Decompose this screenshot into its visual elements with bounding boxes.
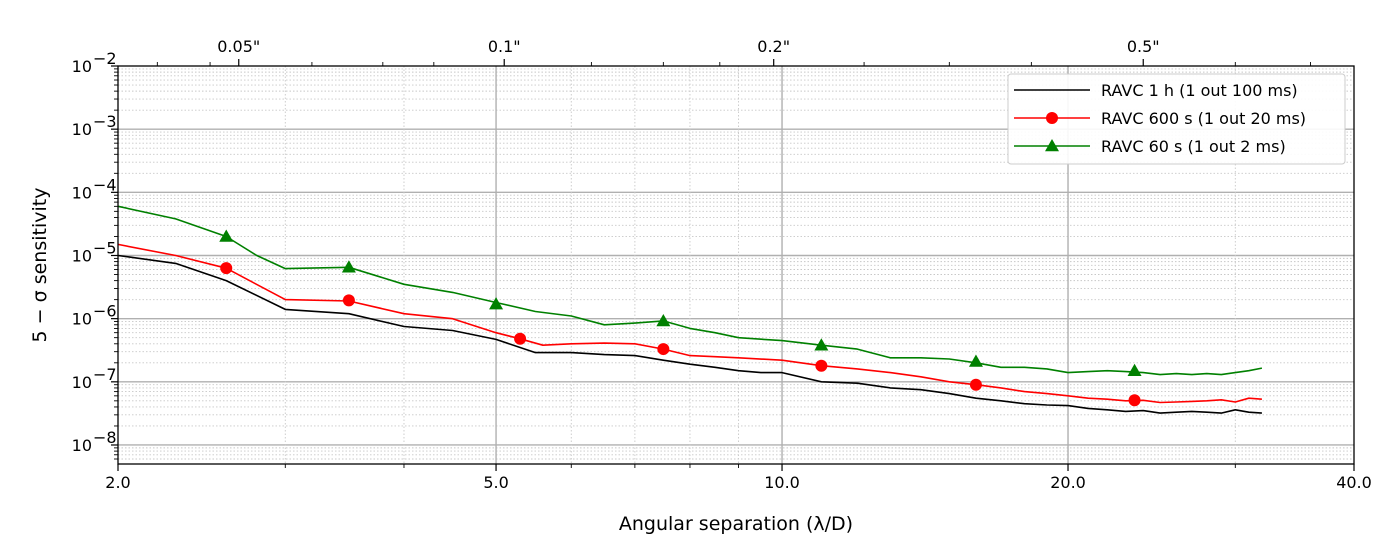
series-marker-2	[1128, 394, 1141, 407]
y-tick-label: 10	[72, 436, 92, 455]
y-tick-exponent: −6	[93, 302, 117, 321]
x-tick-label: 2.0	[105, 473, 130, 492]
legend-label-2: RAVC 600 s (1 out 20 ms)	[1101, 109, 1306, 128]
series-lines	[117, 205, 1263, 414]
top-axis-tick-label: 0.05"	[217, 37, 260, 56]
legend-box	[1007, 73, 1346, 165]
top-axis-tick-label: 0.2"	[757, 37, 790, 56]
legend-label-1: RAVC 1 h (1 out 100 ms)	[1101, 81, 1298, 100]
series-marker-3	[219, 229, 234, 242]
legend-label-3: RAVC 60 s (1 out 2 ms)	[1101, 137, 1286, 156]
series-marker-2	[514, 332, 527, 345]
series-line-1	[117, 254, 1262, 414]
series-marker-2	[342, 294, 355, 307]
y-tick-exponent: −4	[93, 175, 117, 194]
series-marker-2	[657, 343, 670, 356]
series-line-3	[117, 205, 1263, 376]
x-tick-label: 20.0	[1050, 473, 1086, 492]
series-line-2	[117, 243, 1262, 404]
x-axis-title: Angular separation (λ/D)	[619, 513, 853, 535]
y-tick-label: 10	[72, 183, 92, 202]
y-tick-exponent: −7	[93, 365, 117, 384]
x-tick-label: 5.0	[483, 473, 508, 492]
series-marker-3	[341, 260, 356, 273]
legend-marker-3	[1045, 139, 1059, 152]
y-tick-label: 10	[72, 246, 92, 265]
series-marker-2	[815, 359, 828, 372]
y-axis-title: 5 − σ sensitivity	[29, 188, 51, 343]
y-tick-label: 10	[72, 310, 92, 329]
series-marker-3	[656, 313, 671, 327]
y-tick-exponent: −3	[93, 112, 117, 131]
x-tick-label: 40.0	[1336, 473, 1372, 492]
top-axis-tick-label: 0.5"	[1127, 37, 1160, 56]
y-tick-exponent: −8	[93, 428, 117, 447]
y-tick-label: 10	[72, 120, 92, 139]
series-marker-3	[814, 338, 829, 351]
y-tick-label: 10	[72, 57, 92, 76]
series-marker-3	[968, 354, 983, 367]
y-tick-exponent: −5	[93, 238, 117, 257]
y-tick-exponent: −2	[93, 49, 117, 68]
series-marker-2	[969, 378, 982, 391]
y-tick-label: 10	[72, 373, 92, 392]
x-tick-label: 10.0	[764, 473, 800, 492]
legend: RAVC 1 h (1 out 100 ms) RAVC 600 s (1 out…	[1007, 73, 1346, 165]
series-marker-2	[220, 262, 233, 275]
series-marker-3	[489, 297, 504, 310]
legend-marker-2	[1046, 112, 1058, 124]
series-marker-3	[1127, 363, 1142, 376]
top-axis-tick-label: 0.1"	[488, 37, 521, 56]
axis-ticks: 10−810−710−610−510−410−310 −22.0 5.0 10.0 20…	[72, 37, 1372, 492]
